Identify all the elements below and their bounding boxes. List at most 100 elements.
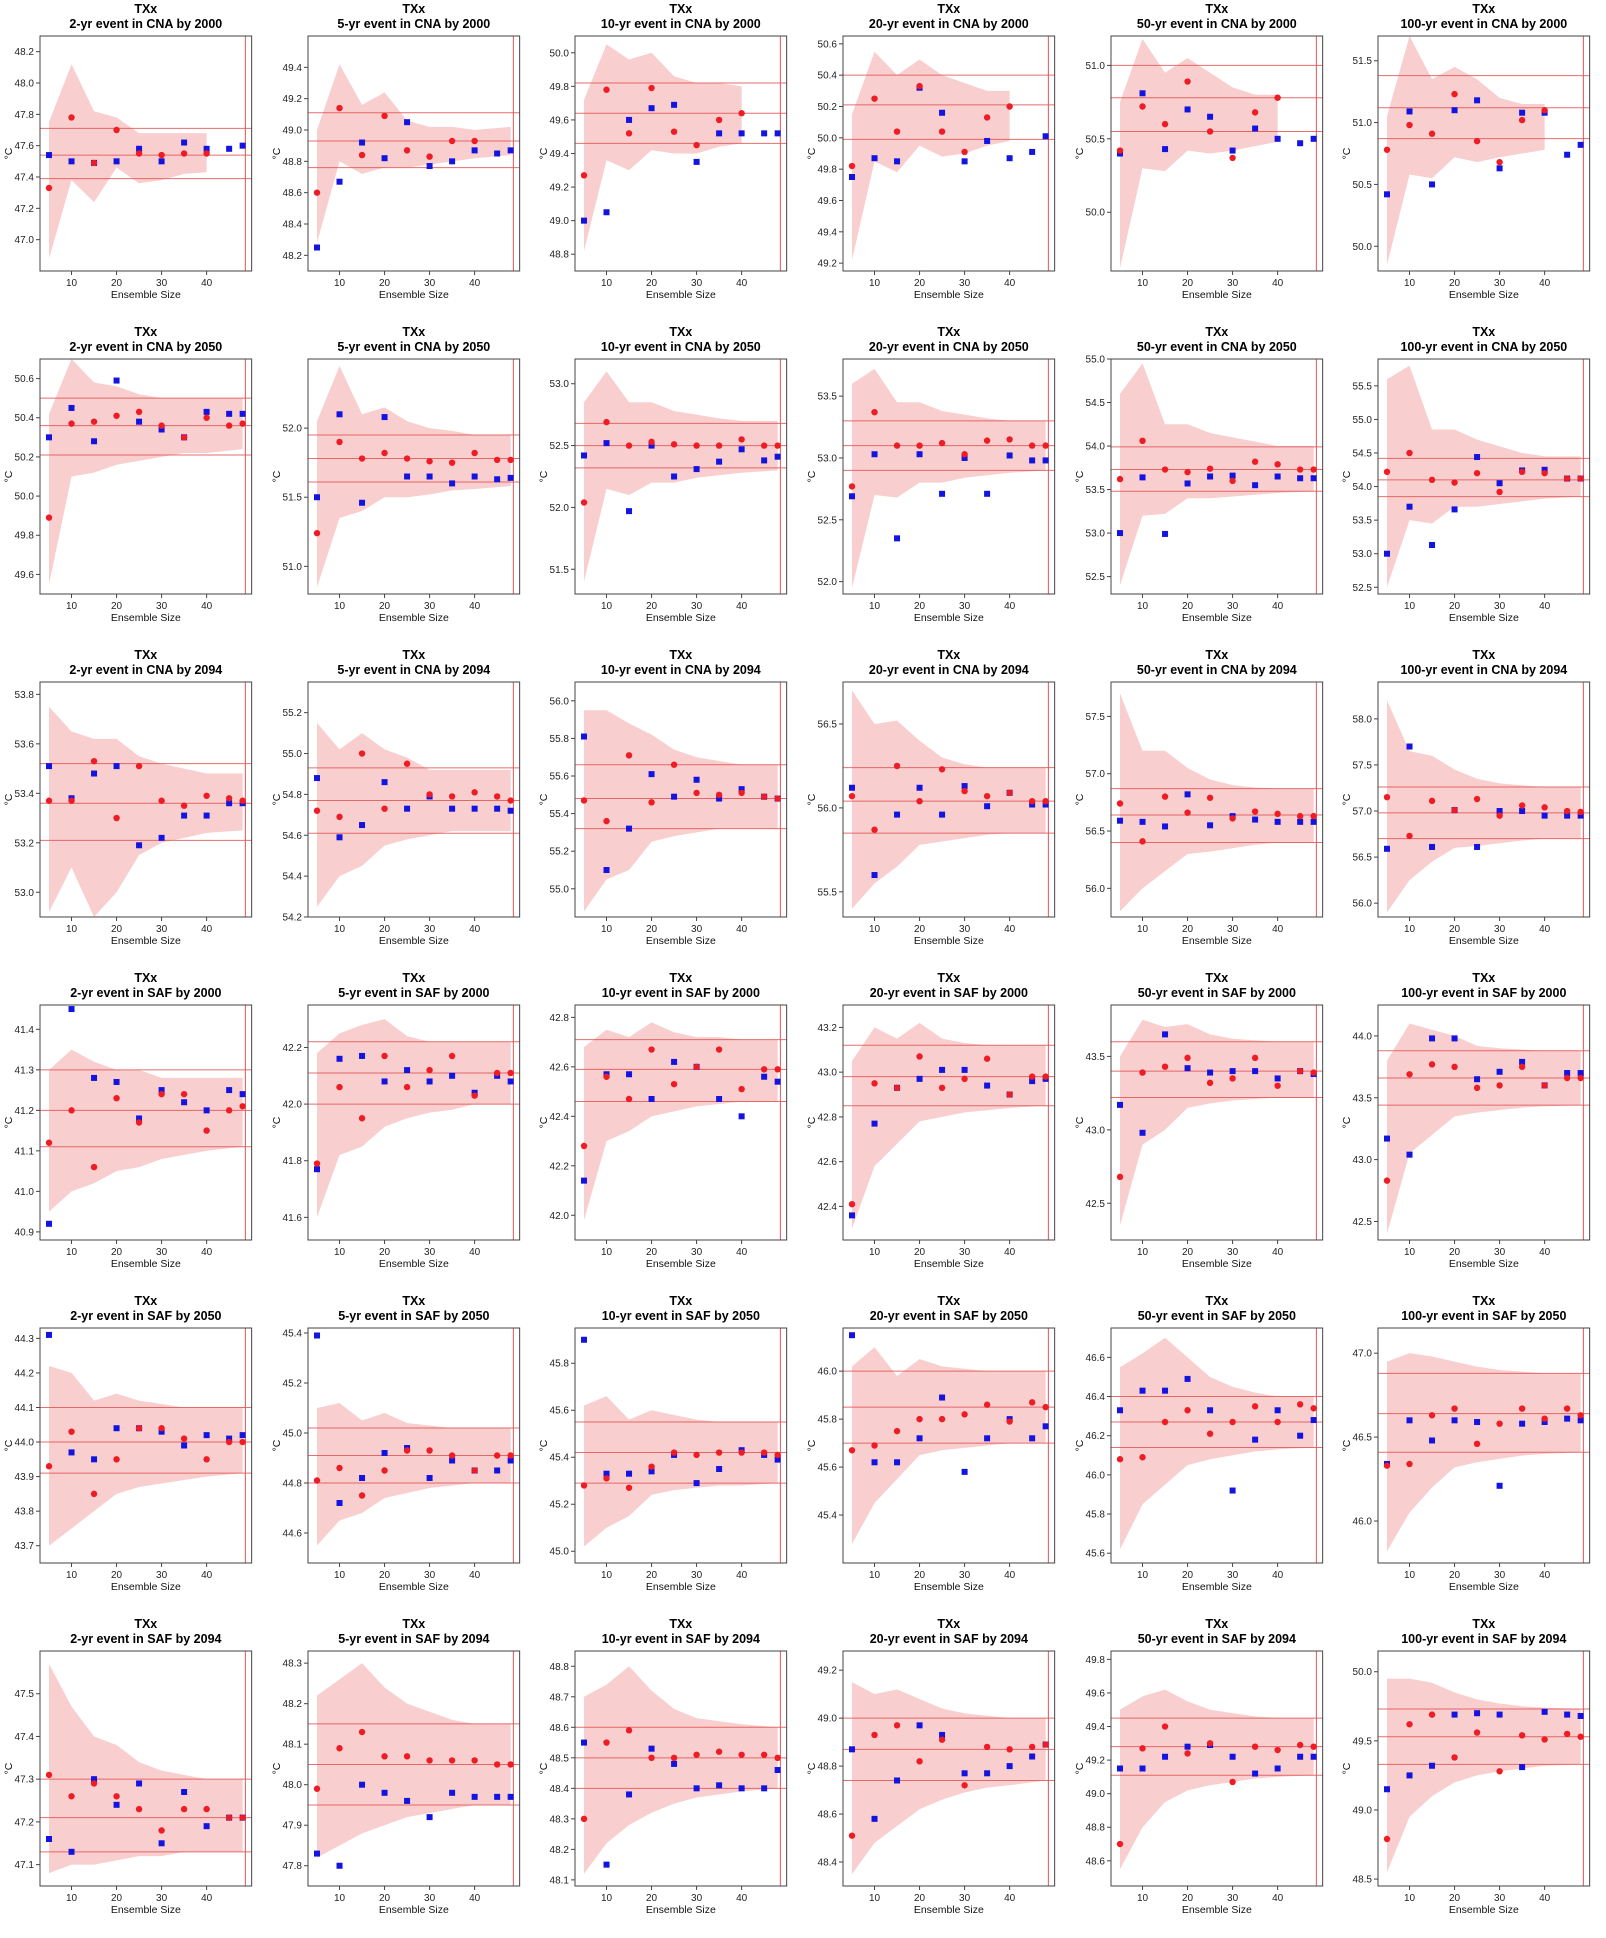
x-tick-label: 40 (201, 1247, 213, 1258)
y-tick-label: 48.2 (282, 251, 302, 262)
red-point (381, 1467, 388, 1474)
red-point (1451, 1405, 1459, 1412)
blue-point (1564, 1711, 1571, 1718)
y-tick-label: 49.0 (818, 1714, 838, 1725)
blue-point (1541, 1708, 1548, 1715)
blue-point (358, 139, 365, 146)
y-tick-label: 54.5 (1353, 449, 1373, 460)
y-tick-label: 49.0 (550, 216, 570, 227)
chart-panel: TXx 5-yr event in SAF by 2050 44.6 44.8 45.0… (268, 1292, 536, 1615)
blue-point (1296, 1753, 1303, 1760)
blue-point (1296, 1432, 1303, 1439)
blue-point (648, 1468, 655, 1475)
y-tick-label: 47.8 (15, 110, 35, 121)
blue-point (239, 410, 246, 417)
red-point (1577, 1074, 1585, 1082)
y-tick-label: 45.2 (282, 1379, 302, 1390)
red-point (871, 826, 878, 833)
red-point (1251, 1403, 1258, 1410)
red-point (1116, 800, 1123, 807)
blue-point (1029, 1435, 1036, 1442)
blue-point (1429, 541, 1436, 548)
x-tick-label: 20 (1182, 924, 1194, 935)
red-point (848, 1832, 856, 1839)
red-point (1229, 154, 1236, 162)
red-point (916, 1415, 923, 1423)
y-tick-label: 45.4 (550, 1453, 570, 1464)
blue-point (68, 158, 75, 165)
blue-point (507, 1078, 514, 1085)
chart-title: TXx (402, 1617, 425, 1631)
blue-point (1029, 148, 1036, 155)
chart-panel: TXx 50-yr event in SAF by 2094 48.6 48.8 49.… (1071, 1615, 1339, 1938)
blue-point (626, 116, 633, 123)
blue-point (1042, 801, 1049, 808)
red-point (1474, 795, 1481, 803)
x-tick-label: 10 (601, 924, 613, 935)
confidence-band (584, 44, 742, 251)
chart-subtitle: 20-yr event in CNA by 2094 (869, 663, 1029, 677)
y-axis-label: °C (1075, 793, 1086, 805)
red-point (1184, 78, 1191, 85)
red-point (225, 1438, 233, 1446)
chart-panel: TXx 10-yr event in SAF by 2050 45.0 45.2 45.… (535, 1292, 803, 1615)
blue-point (358, 1781, 365, 1788)
blue-point (1251, 1770, 1258, 1777)
red-point (1429, 1412, 1436, 1419)
blue-point (1184, 480, 1191, 487)
blue-point (313, 1850, 320, 1857)
plot-frame (1110, 35, 1323, 272)
red-point (1474, 1084, 1481, 1092)
x-tick-label: 20 (111, 1893, 123, 1904)
chart-title: TXx (402, 1294, 425, 1308)
blue-point (1139, 1129, 1146, 1136)
chart-panel: TXx 2-yr event in SAF by 2000 40.9 41.0 41.1… (0, 969, 268, 1292)
y-tick-label: 49.4 (550, 149, 570, 160)
blue-point (136, 1780, 143, 1787)
y-tick-label: 48.6 (818, 1810, 838, 1821)
chart-title: TXx (1205, 1617, 1228, 1631)
chart-panel: TXx 20-yr event in SAF by 2050 45.4 45.6 45.… (803, 1292, 1071, 1615)
y-tick-label: 46.4 (1085, 1392, 1105, 1403)
blue-point (226, 800, 233, 807)
blue-point (1384, 550, 1391, 557)
red-point (983, 792, 991, 800)
x-tick-label: 20 (1449, 601, 1461, 612)
chart-title: TXx (134, 648, 157, 662)
plot-frame (842, 1004, 1056, 1241)
y-tick-label: 53.4 (15, 789, 35, 800)
blue-point (1519, 1764, 1526, 1771)
blue-point (239, 142, 246, 149)
red-point (313, 529, 320, 537)
x-tick-label: 30 (156, 1893, 168, 1904)
blue-point (1429, 843, 1436, 850)
blue-point (203, 145, 210, 152)
blue-point (1429, 1035, 1436, 1042)
red-point (871, 1731, 878, 1739)
x-tick-label: 20 (1449, 278, 1461, 289)
red-point (471, 137, 478, 145)
red-point (1406, 832, 1414, 840)
y-tick-label: 47.0 (15, 235, 35, 246)
red-point (68, 797, 75, 804)
red-point (603, 817, 611, 825)
blue-point (1116, 817, 1123, 824)
blue-point (626, 1470, 633, 1477)
blue-point (1006, 452, 1013, 459)
red-point (471, 449, 478, 457)
x-tick-label: 30 (1227, 1570, 1239, 1581)
y-tick-label: 49.4 (1085, 1722, 1105, 1733)
red-point (426, 1447, 433, 1454)
red-point (1496, 1420, 1504, 1427)
plot-frame (1110, 681, 1323, 918)
blue-point (1184, 791, 1191, 798)
chart-panel: TXx 10-yr event in CNA by 2000 48.8 49.0 49.… (535, 0, 803, 323)
red-point (581, 1142, 588, 1150)
x-tick-label: 40 (1004, 278, 1016, 289)
red-point (761, 793, 768, 800)
red-point (135, 1425, 143, 1432)
y-tick-label: 42.0 (282, 1100, 302, 1111)
confidence-band (49, 706, 243, 917)
